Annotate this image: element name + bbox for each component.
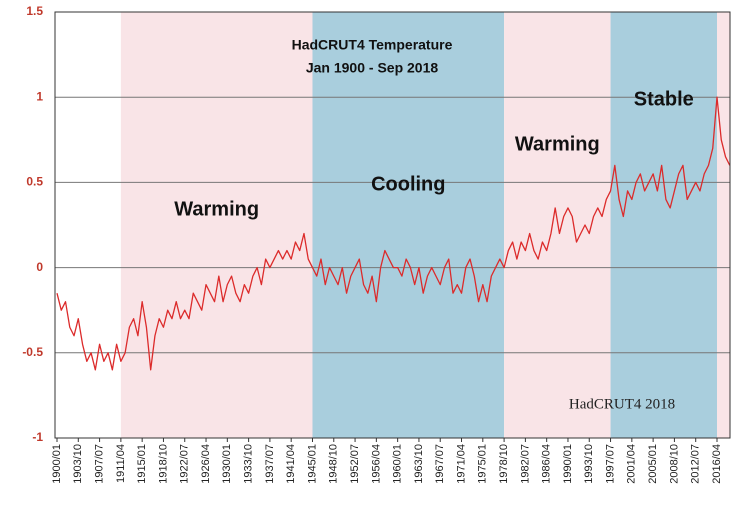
x-tick-label: 1903/10 <box>72 444 84 484</box>
region-band <box>610 12 717 438</box>
x-tick-label: 1933/10 <box>243 444 255 484</box>
x-tick-label: 1967/07 <box>434 444 446 484</box>
x-tick-label: 1907/07 <box>93 444 105 484</box>
x-tick-label: 1915/01 <box>136 444 148 484</box>
x-tick-label: 1926/04 <box>200 444 212 484</box>
chart-subtitle: Jan 1900 - Sep 2018 <box>306 60 439 76</box>
region-label: Warming <box>515 133 600 155</box>
x-tick-label: 2005/01 <box>647 444 659 484</box>
x-tick-label: 1900/01 <box>51 444 63 484</box>
x-tick-label: 1948/10 <box>328 444 340 484</box>
mark-layer <box>56 96 731 371</box>
region-layer <box>120 12 730 438</box>
region-band <box>312 12 505 438</box>
x-tick-label: 1990/01 <box>562 444 574 484</box>
x-tick-label: 1960/01 <box>392 444 404 484</box>
x-tick-label: 1997/07 <box>604 444 616 484</box>
x-tick-label: 1993/10 <box>583 444 595 484</box>
x-tick-label: 1941/04 <box>285 444 297 484</box>
x-tick-label: 1945/01 <box>306 444 318 484</box>
x-tick-label: 1975/01 <box>477 444 489 484</box>
region-band <box>717 12 730 438</box>
x-tick-label: 1971/04 <box>455 444 467 484</box>
x-tick-label: 1952/07 <box>349 444 361 484</box>
x-tick-label: 1978/10 <box>498 444 510 484</box>
x-tick-label: 2016/04 <box>711 444 723 484</box>
x-tick-label: 1911/04 <box>115 444 127 483</box>
x-tick-label: 2001/04 <box>626 444 638 484</box>
x-tick-label: 1963/10 <box>413 444 425 484</box>
region-band <box>504 12 611 438</box>
watermark: HadCRUT4 2018 <box>569 396 675 412</box>
region-label: Stable <box>634 88 694 110</box>
region-label: Cooling <box>371 173 445 195</box>
y-tick-label: 0.5 <box>26 175 43 189</box>
x-tick-label: 2012/07 <box>690 444 702 484</box>
region-label: Warming <box>174 198 259 220</box>
x-tick-label: 1982/07 <box>519 444 531 484</box>
x-tick-label: 2008/10 <box>668 444 680 484</box>
plot-frame <box>54 11 731 439</box>
temperature-line <box>56 96 731 371</box>
y-tick-label: 1 <box>36 89 43 103</box>
x-tick-label: 1986/04 <box>541 444 553 484</box>
x-tick-label: 1922/07 <box>179 444 191 484</box>
x-tick-label: 1956/04 <box>370 444 382 484</box>
chart-title: HadCRUT4 Temperature <box>292 37 453 53</box>
region-band <box>120 12 313 438</box>
y-tick-label: -0.5 <box>22 345 43 359</box>
x-tick-label: 1937/07 <box>264 444 276 484</box>
x-tick-label: 1930/01 <box>221 444 233 484</box>
y-tick-label: -1 <box>32 430 43 444</box>
y-tick-label: 0 <box>36 260 43 274</box>
y-tick-label: 1.5 <box>26 4 43 18</box>
x-tick-label: 1918/10 <box>157 444 169 484</box>
